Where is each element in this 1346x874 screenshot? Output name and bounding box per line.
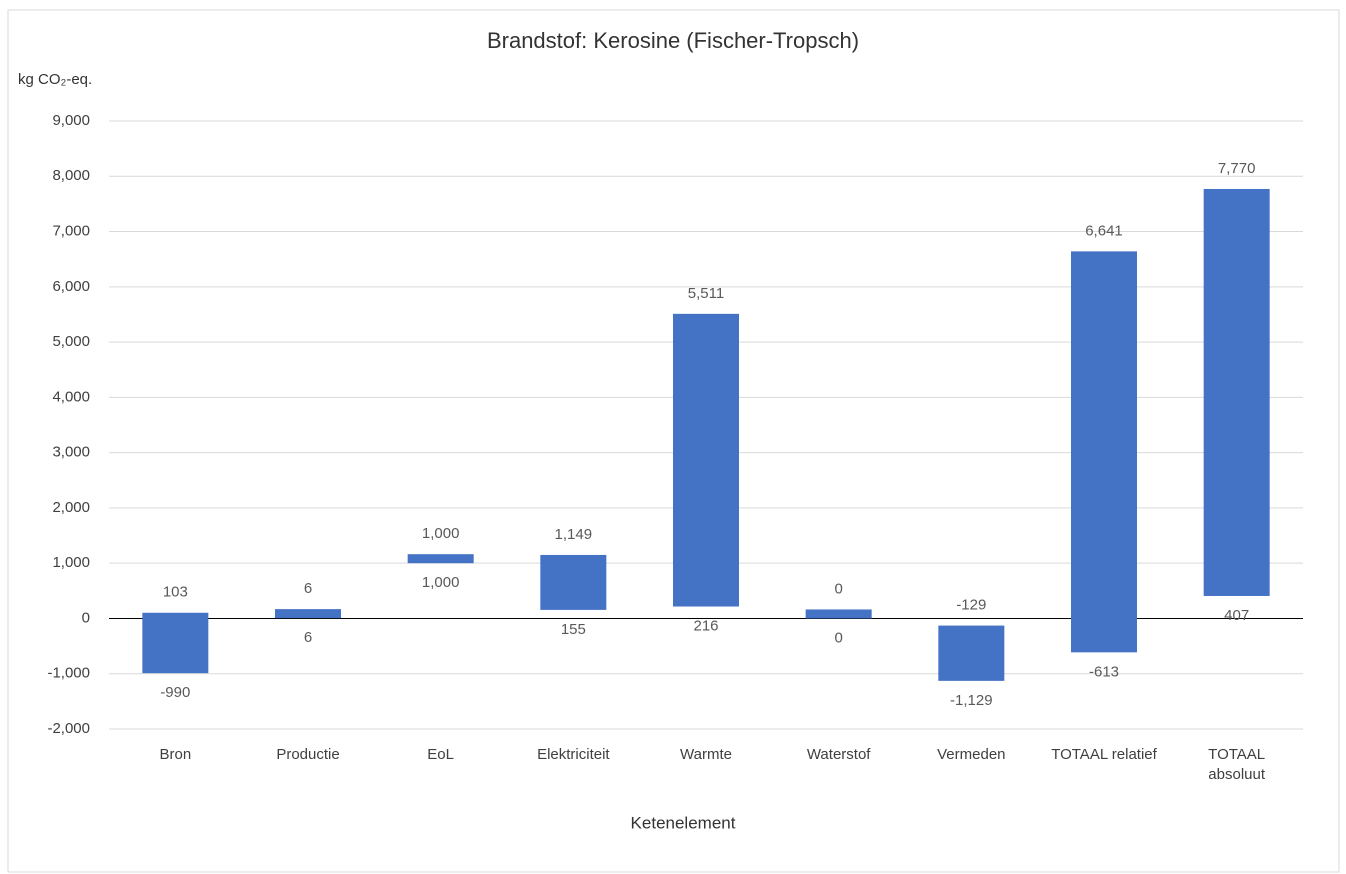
y-tick-label: 1,000 xyxy=(52,554,90,571)
bar xyxy=(540,554,607,610)
data-label: 1,149 xyxy=(555,526,593,543)
data-label: -990 xyxy=(160,684,190,701)
x-tick-label: Warmte xyxy=(680,746,732,763)
data-label: -1,129 xyxy=(950,692,993,709)
bar xyxy=(673,313,739,607)
y-tick-label: 5,000 xyxy=(52,333,90,350)
y-axis-title: kg CO₂-eq. xyxy=(18,71,92,88)
y-tick-label: 7,000 xyxy=(52,223,90,240)
x-axis-title: Ketenelement xyxy=(631,813,736,832)
y-tick-label: 8,000 xyxy=(52,167,90,184)
data-label: 216 xyxy=(693,617,718,634)
bar xyxy=(142,612,209,674)
data-label: 1,000 xyxy=(422,525,460,542)
y-tick-label: 0 xyxy=(82,609,90,626)
y-tick-label: 4,000 xyxy=(52,388,90,405)
data-label: -129 xyxy=(956,597,986,614)
data-label: 103 xyxy=(163,584,188,601)
y-tick-label: -1,000 xyxy=(47,665,90,682)
data-label: 1,000 xyxy=(422,574,460,591)
y-tick-label: -2,000 xyxy=(47,720,90,737)
data-label: 6 xyxy=(304,580,312,597)
bar xyxy=(1071,251,1137,653)
x-tick-label: Elektriciteit xyxy=(537,746,610,763)
bar xyxy=(275,609,341,619)
chart-title: Brandstof: Kerosine (Fischer-Tropsch) xyxy=(487,28,859,53)
x-tick-label: EoL xyxy=(427,746,454,763)
y-tick-label: 6,000 xyxy=(52,278,90,295)
data-label: 407 xyxy=(1224,607,1249,624)
bar xyxy=(407,554,474,564)
data-label: 6,641 xyxy=(1085,222,1123,239)
x-tick-label: Waterstof xyxy=(806,746,871,763)
y-tick-label: 2,000 xyxy=(52,499,90,516)
x-tick-label: Bron xyxy=(159,746,192,763)
data-label: 0 xyxy=(834,629,842,646)
data-label: 6 xyxy=(304,629,312,646)
bar xyxy=(1203,188,1270,596)
y-tick-label: 3,000 xyxy=(52,444,90,461)
data-label: 7,770 xyxy=(1218,160,1256,177)
x-tick-label: TOTAAL absoluut xyxy=(1208,746,1266,783)
x-tick-label: Productie xyxy=(276,746,340,763)
data-label: 155 xyxy=(561,621,586,638)
x-tick-label: Vermeden xyxy=(937,746,1006,763)
data-label: 0 xyxy=(834,580,842,597)
bar xyxy=(938,625,1005,681)
data-label: 5,511 xyxy=(688,285,724,302)
bar xyxy=(805,609,872,619)
y-tick-label: 9,000 xyxy=(52,112,90,129)
data-label: -613 xyxy=(1089,663,1119,680)
x-tick-label: TOTAAL relatief xyxy=(1051,746,1157,763)
